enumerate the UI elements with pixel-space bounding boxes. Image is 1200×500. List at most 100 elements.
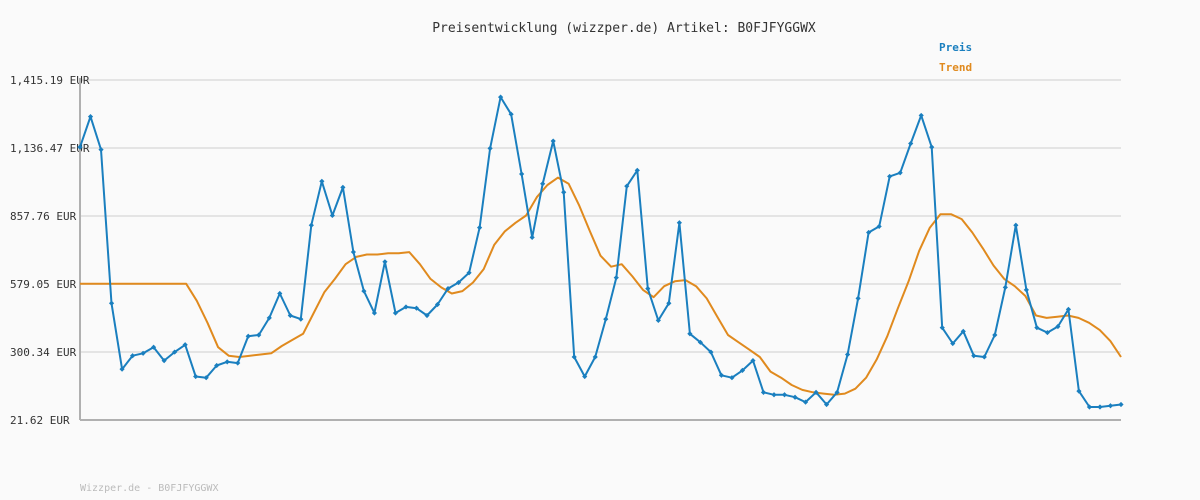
price-point <box>823 401 830 408</box>
price-point <box>298 316 304 322</box>
price-point <box>487 145 493 151</box>
price-point <box>781 392 788 398</box>
legend-item-price: Preis <box>939 41 972 54</box>
price-point <box>687 331 693 337</box>
price-point <box>424 312 430 319</box>
price-point <box>151 344 157 350</box>
price-point <box>445 286 451 292</box>
price-point <box>87 114 94 120</box>
price-point <box>855 295 861 302</box>
price-point <box>1013 222 1019 228</box>
price-point <box>108 300 115 306</box>
price-point <box>161 358 167 364</box>
price-point <box>529 234 535 241</box>
price-point <box>455 279 462 286</box>
price-point <box>340 184 346 190</box>
price-point <box>1002 284 1008 291</box>
price-point <box>834 389 840 395</box>
price-point <box>319 178 325 184</box>
price-point <box>802 399 809 405</box>
y-tick-label: 21.62 EUR <box>10 414 70 427</box>
price-point <box>214 362 220 369</box>
price-point <box>1023 287 1029 293</box>
price-point <box>866 229 872 236</box>
price-point <box>277 290 283 297</box>
price-point <box>729 375 735 381</box>
price-point <box>540 181 546 187</box>
price-point <box>750 358 756 364</box>
y-axis-labels: 1,415.19 EUR 1,136.47 EUR 857.76 EUR 579.05… <box>10 74 90 427</box>
price-point <box>908 140 914 147</box>
price-point <box>613 275 619 281</box>
price-point <box>77 144 83 150</box>
price-point <box>1055 323 1061 330</box>
price-point <box>697 339 703 345</box>
price-point <box>645 286 651 292</box>
price-point <box>1086 404 1093 410</box>
price-point <box>129 353 136 359</box>
legend-item-trend: Trend <box>939 61 972 74</box>
price-point <box>508 111 514 117</box>
price-point <box>361 288 367 294</box>
price-point <box>561 189 567 195</box>
price-point <box>950 340 956 347</box>
price-point <box>739 367 746 373</box>
price-point <box>466 270 472 276</box>
y-tick-label: 857.76 EUR <box>10 210 77 223</box>
price-point <box>256 332 262 338</box>
price-point <box>624 183 630 189</box>
price-point <box>203 375 209 381</box>
y-tick-label: 1,136.47 EUR <box>10 142 90 155</box>
price-point <box>771 392 777 398</box>
price-point <box>845 351 851 358</box>
price-point <box>392 310 399 316</box>
price-point <box>592 354 598 360</box>
price-point <box>897 170 903 176</box>
price-point <box>918 112 924 119</box>
price-point <box>1076 388 1082 394</box>
price-point <box>550 138 556 144</box>
price-point <box>193 373 199 380</box>
price-point <box>1065 306 1072 312</box>
price-point <box>403 304 409 310</box>
price-point <box>676 220 682 226</box>
price-point <box>245 333 251 339</box>
price-point <box>371 310 378 316</box>
price-point <box>939 325 945 331</box>
price-series <box>77 94 1124 410</box>
price-point <box>1107 403 1114 409</box>
price-point <box>1118 401 1124 408</box>
price-point <box>666 300 672 306</box>
price-point <box>876 223 882 230</box>
trend-series <box>80 176 1122 396</box>
price-point <box>1097 404 1103 410</box>
price-point <box>708 349 714 355</box>
price-point <box>498 94 504 100</box>
price-point <box>971 353 977 359</box>
price-point <box>1034 325 1040 331</box>
price-point <box>1044 329 1050 336</box>
y-tick-label: 300.34 EUR <box>10 346 77 359</box>
price-point <box>571 354 577 360</box>
price-point <box>182 342 188 348</box>
price-point <box>434 301 441 308</box>
price-point <box>792 394 798 400</box>
price-point <box>119 366 125 372</box>
price-point <box>287 312 293 319</box>
price-point <box>929 144 935 150</box>
price-point <box>603 316 609 322</box>
price-point <box>718 372 725 378</box>
price-point <box>308 222 314 228</box>
price-point <box>981 354 987 360</box>
legend: Preis Trend <box>939 41 972 74</box>
trend-line <box>80 176 1122 396</box>
price-point <box>235 360 241 366</box>
price-point <box>266 315 272 321</box>
price-point <box>98 146 104 153</box>
price-point <box>224 359 230 365</box>
price-point <box>960 328 966 334</box>
footer-text: Wizzper.de - B0FJFYGGWX <box>80 483 218 494</box>
grid <box>80 79 1121 353</box>
price-line <box>79 96 1122 408</box>
